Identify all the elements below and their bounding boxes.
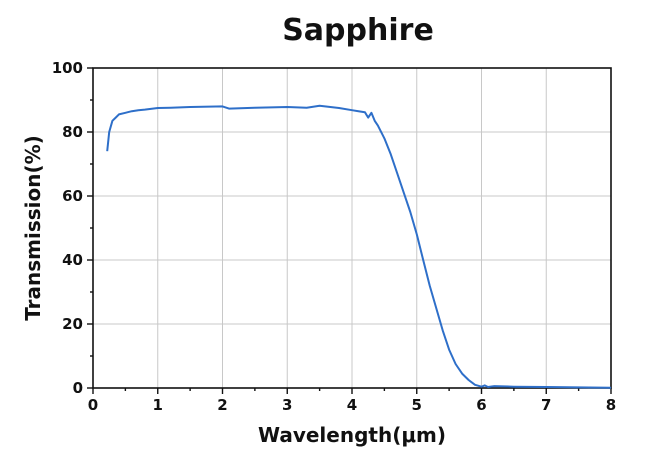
- chart-title: Sapphire: [282, 13, 434, 48]
- y-tick-label: 60: [62, 187, 83, 205]
- y-tick-label: 100: [52, 59, 83, 77]
- x-tick-label: 5: [412, 396, 422, 414]
- y-tick-label: 20: [62, 315, 83, 333]
- y-tick-label: 80: [62, 123, 83, 141]
- x-tick-label: 6: [476, 396, 486, 414]
- grid-lines: [93, 68, 611, 388]
- series-line: [106, 104, 612, 389]
- x-tick-label: 8: [606, 396, 616, 414]
- x-axis-label: Wavelength(μm): [258, 423, 446, 447]
- y-axis-label: Transmission(%): [21, 135, 45, 321]
- x-tick-label: 7: [541, 396, 551, 414]
- x-tick-label: 2: [217, 396, 227, 414]
- x-tick-label: 0: [88, 396, 98, 414]
- x-tick-label: 3: [282, 396, 292, 414]
- y-tick-label: 40: [62, 251, 83, 269]
- x-tick-label: 4: [347, 396, 357, 414]
- y-tick-label: 0: [73, 379, 83, 397]
- x-tick-label: 1: [153, 396, 163, 414]
